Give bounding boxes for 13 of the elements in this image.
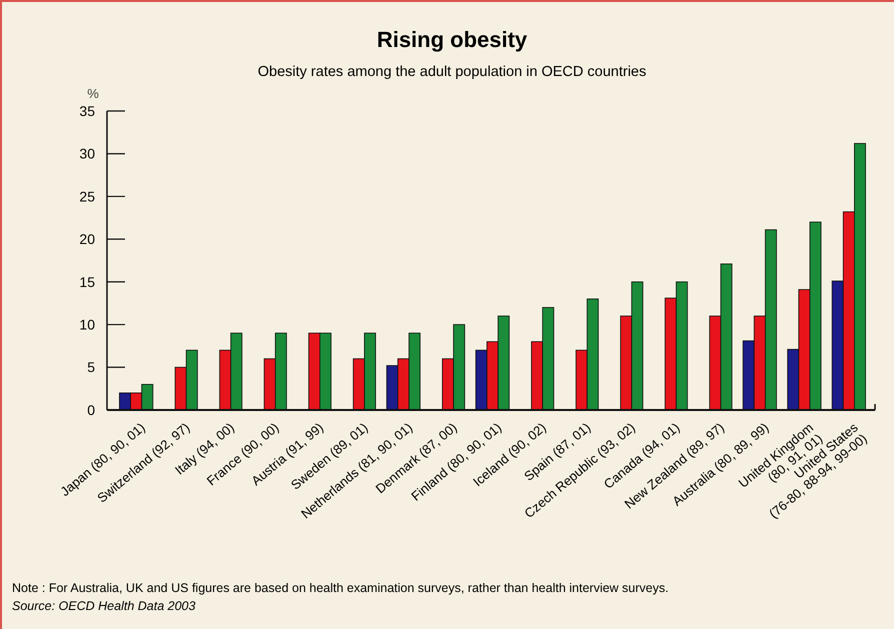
y-tick-label: 5 <box>87 359 96 376</box>
y-tick-label: 0 <box>87 402 96 418</box>
y-tick-label: 35 <box>79 102 96 119</box>
y-tick-label: 20 <box>79 231 96 248</box>
y-tick-label: 10 <box>79 316 96 332</box>
chart-title: Rising obesity <box>376 27 528 52</box>
y-tick-label: 25 <box>79 188 96 204</box>
y-tick-label: 30 <box>79 146 96 162</box>
source-note: Source: OECD Health Data 2003 <box>12 599 196 613</box>
text: Note : For Australia, UK and US figures are based on health examination surveys, rather than health interview surveys. <box>12 581 669 595</box>
y-axis-title: % <box>87 86 100 101</box>
y-tick-label: 15 <box>79 274 96 290</box>
chart-subtitle: Obesity rates among the adult population in OECD countries <box>258 64 646 80</box>
